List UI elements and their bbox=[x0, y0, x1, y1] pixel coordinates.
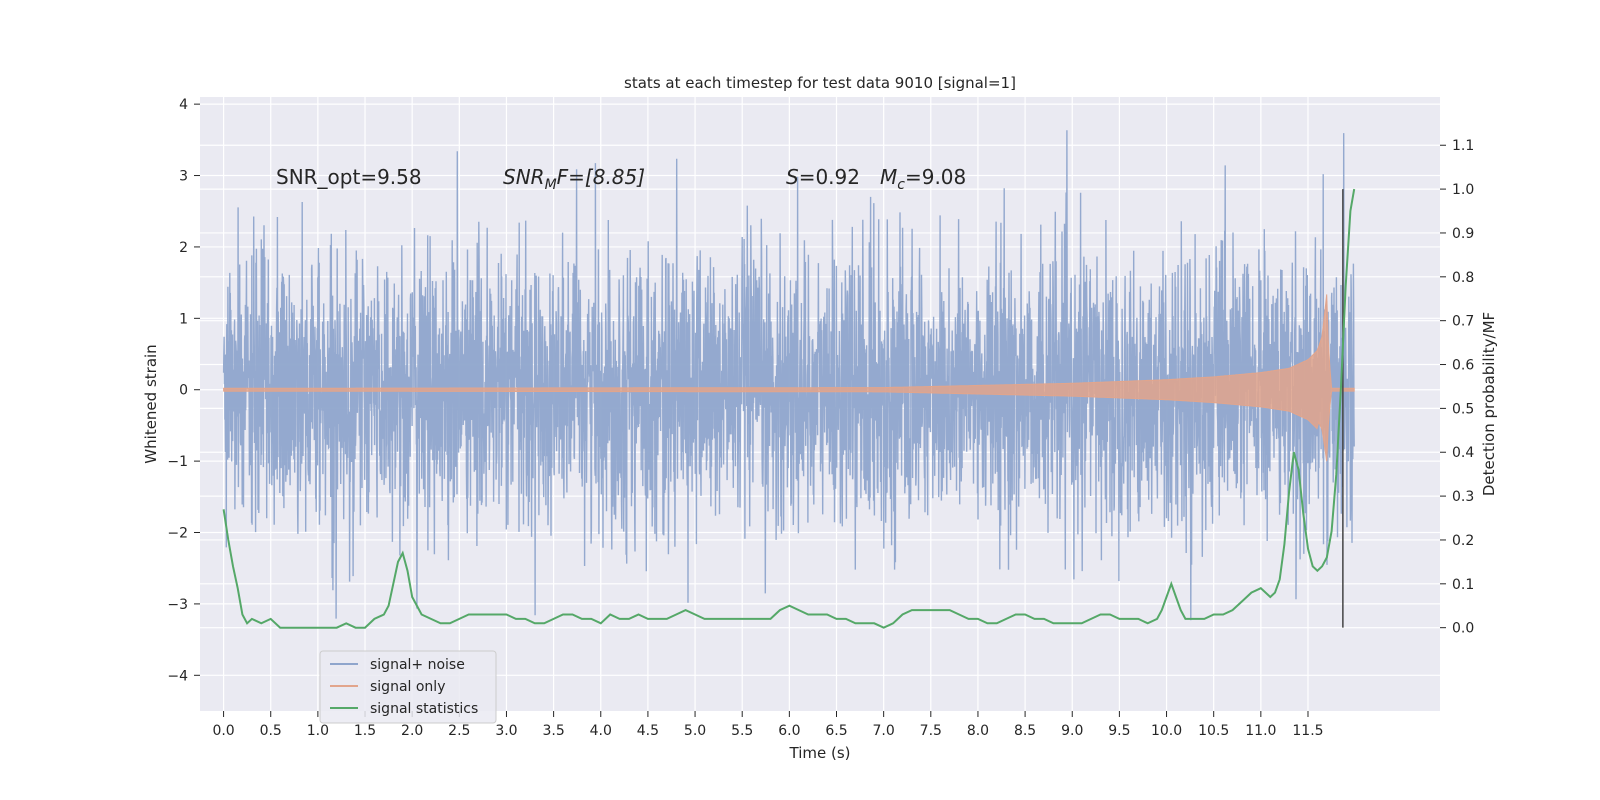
snr-mf-subscript: M bbox=[545, 177, 557, 193]
x-tick-label: 4.5 bbox=[637, 723, 659, 739]
x-tick-label: 3.5 bbox=[542, 723, 564, 739]
right-axis-ticks: 0.0 0.1 0.2 0.3 0.4 0.5 0.6 0.7 0.8 0.9 1.0 1.1 bbox=[1440, 138, 1474, 637]
left-tick-label: 3 bbox=[179, 169, 188, 185]
annotation-snr-opt: SNR_opt=9.58 bbox=[276, 165, 422, 189]
x-tick-label: 4.0 bbox=[590, 723, 612, 739]
x-tick-label: 10.0 bbox=[1151, 723, 1182, 739]
snr-mf-symbol: SNR bbox=[503, 165, 545, 189]
left-tick-label: 4 bbox=[179, 97, 188, 113]
s-symbol: S bbox=[786, 165, 799, 189]
legend-label-signal-only: signal only bbox=[370, 679, 445, 695]
left-tick-label: −1 bbox=[167, 454, 188, 470]
left-axis-ticks: −4 −3 −2 −1 0 1 2 3 4 bbox=[167, 97, 200, 684]
x-tick-label: 0.5 bbox=[260, 723, 282, 739]
left-tick-label: −2 bbox=[167, 526, 188, 542]
right-tick-label: 0.7 bbox=[1452, 314, 1474, 330]
right-tick-label: 0.5 bbox=[1452, 401, 1474, 417]
left-axis-label: Whitened strain bbox=[142, 344, 160, 463]
right-axis-label: Detection probability/MF bbox=[1480, 312, 1498, 496]
s-value: =0.92 bbox=[799, 165, 860, 189]
x-tick-label: 8.0 bbox=[967, 723, 989, 739]
annotation-snr-mf: SNRMF=[8.85] bbox=[503, 165, 645, 193]
signal-statistics-line bbox=[222, 188, 1356, 629]
right-tick-label: 0.0 bbox=[1452, 621, 1474, 637]
right-tick-label: 1.1 bbox=[1452, 138, 1474, 154]
x-tick-label: 6.5 bbox=[825, 723, 847, 739]
x-tick-label: 11.0 bbox=[1245, 723, 1276, 739]
x-tick-label: 7.0 bbox=[873, 723, 895, 739]
x-tick-label: 10.5 bbox=[1198, 723, 1229, 739]
x-tick-label: 1.5 bbox=[354, 723, 376, 739]
x-tick-label: 6.0 bbox=[778, 723, 800, 739]
right-tick-label: 1.0 bbox=[1452, 182, 1474, 198]
right-tick-label: 0.9 bbox=[1452, 226, 1474, 242]
annotation-s: S=0.92 bbox=[786, 165, 860, 189]
x-tick-label: 9.5 bbox=[1108, 723, 1130, 739]
x-tick-label: 0.0 bbox=[212, 723, 234, 739]
left-tick-label: −4 bbox=[167, 668, 188, 684]
right-tick-label: 0.3 bbox=[1452, 489, 1474, 505]
x-axis-label: Time (s) bbox=[789, 744, 851, 762]
right-tick-label: 0.1 bbox=[1452, 577, 1474, 593]
legend-box bbox=[319, 650, 497, 724]
signal-only-band bbox=[223, 294, 1355, 462]
x-tick-label: 2.5 bbox=[448, 723, 470, 739]
left-tick-label: −3 bbox=[167, 597, 188, 613]
x-tick-label: 9.0 bbox=[1061, 723, 1083, 739]
mc-value: =9.08 bbox=[905, 165, 966, 189]
x-tick-label: 2.0 bbox=[401, 723, 423, 739]
mc-subscript: c bbox=[897, 177, 905, 193]
left-tick-label: 0 bbox=[179, 383, 188, 399]
right-tick-label: 0.8 bbox=[1452, 270, 1474, 286]
annotation-mc: Mc=9.08 bbox=[880, 165, 966, 193]
legend-label-signal-plus-noise: signal+ noise bbox=[370, 657, 465, 673]
mc-symbol: M bbox=[880, 165, 897, 189]
x-tick-label: 7.5 bbox=[920, 723, 942, 739]
right-tick-label: 0.2 bbox=[1452, 533, 1474, 549]
x-tick-label: 3.0 bbox=[495, 723, 517, 739]
x-tick-label: 5.5 bbox=[731, 723, 753, 739]
series-signal-only bbox=[223, 294, 1355, 462]
chart-title: stats at each timestep for test data 901… bbox=[624, 74, 1016, 92]
left-tick-label: 2 bbox=[179, 240, 188, 256]
x-tick-label: 8.5 bbox=[1014, 723, 1036, 739]
x-tick-label: 1.0 bbox=[307, 723, 329, 739]
left-tick-label: 1 bbox=[179, 311, 188, 327]
legend: signal+ noise signal only signal statist… bbox=[319, 650, 497, 724]
x-axis-ticks: 0.0 0.5 1.0 1.5 2.0 2.5 3.0 3.5 4.0 4.5 5.0 5.5 6.0 6… bbox=[212, 711, 1324, 739]
right-tick-label: 0.6 bbox=[1452, 358, 1474, 374]
right-tick-label: 0.4 bbox=[1452, 445, 1474, 461]
x-tick-label: 5.0 bbox=[684, 723, 706, 739]
series-signal-statistics bbox=[222, 188, 1356, 629]
legend-label-signal-statistics: signal statistics bbox=[370, 701, 478, 717]
x-tick-label: 11.5 bbox=[1292, 723, 1323, 739]
snr-mf-value: F=[8.85] bbox=[557, 165, 645, 189]
